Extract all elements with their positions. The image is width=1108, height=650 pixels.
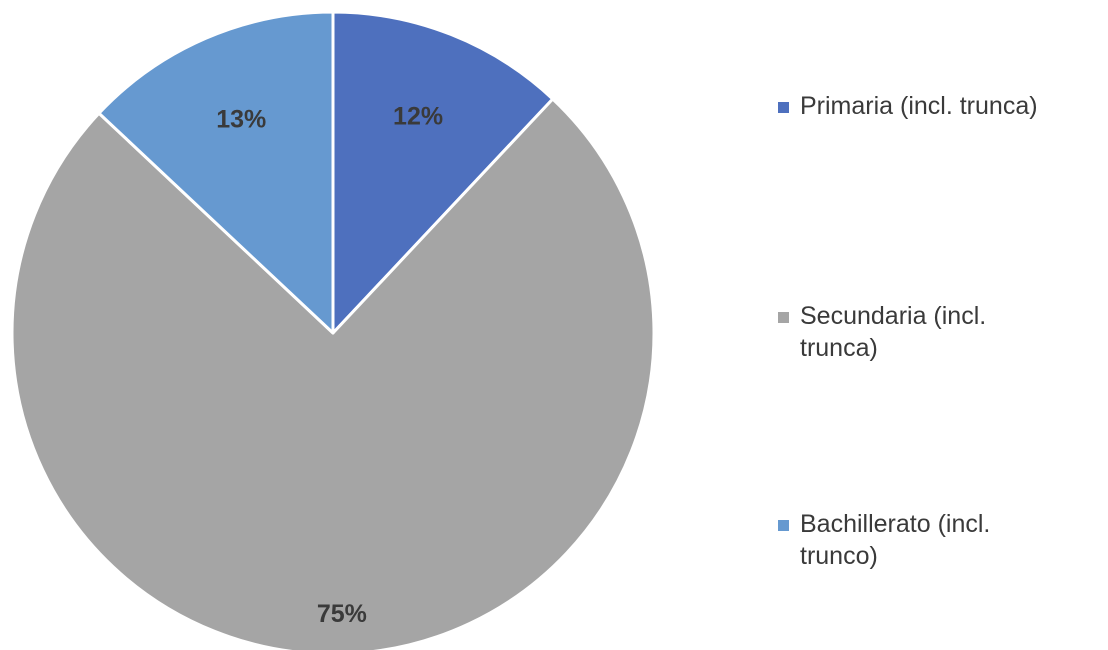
legend: Primaria (incl. trunca) Secundaria (incl… xyxy=(778,0,1103,650)
data-label-bachillerato: 13% xyxy=(216,105,266,133)
pie-slices xyxy=(10,10,656,650)
legend-label-primaria: Primaria (incl. trunca) xyxy=(800,92,1038,120)
legend-item-bachillerato: Bachillerato (incl. trunco) xyxy=(778,508,1103,572)
data-label-secundaria: 75% xyxy=(317,600,367,628)
legend-item-primaria: Primaria (incl. trunca) xyxy=(778,90,1103,122)
pie-slice-primaria xyxy=(331,10,555,335)
pie-data-labels: 12% 75% 13% xyxy=(216,103,443,628)
pie-slice-secundaria xyxy=(10,97,656,650)
legend-item-secundaria: Secundaria (incl. trunca) xyxy=(778,300,1103,364)
legend-swatch-bachillerato xyxy=(778,520,789,531)
legend-label-secundaria: Secundaria (incl. trunca) xyxy=(800,302,987,362)
data-label-primaria: 12% xyxy=(393,103,443,131)
pie-slice-bachillerato xyxy=(97,10,335,335)
legend-swatch-primaria xyxy=(778,102,789,113)
legend-label-bachillerato: Bachillerato (incl. trunco) xyxy=(800,510,991,570)
legend-swatch-secundaria xyxy=(778,312,789,323)
